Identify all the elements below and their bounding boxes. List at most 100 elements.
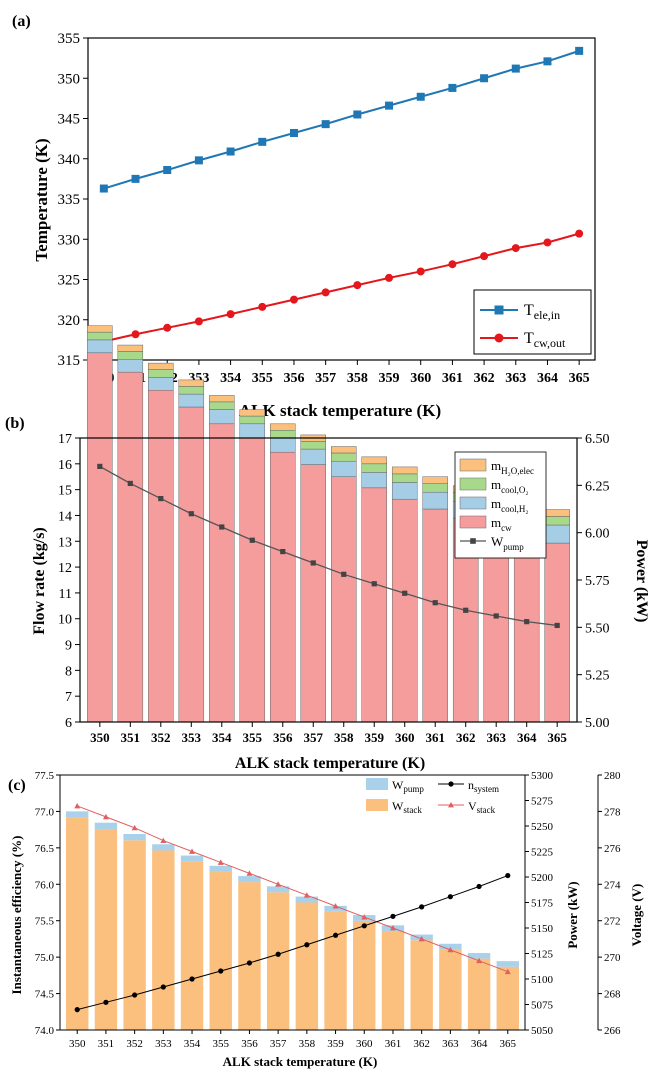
y-tick-label-b: 7 bbox=[65, 690, 72, 705]
y-tick-label-b: 10 bbox=[58, 613, 72, 628]
data-point-a-0 bbox=[194, 156, 203, 165]
data-point-b-wpump bbox=[463, 607, 469, 613]
chart-a: 3153203253303353403453503553503513523533… bbox=[32, 31, 596, 420]
data-point-a-0 bbox=[575, 46, 584, 55]
x-tick-label-b: 354 bbox=[212, 730, 232, 745]
series-line-c-vstack bbox=[77, 805, 508, 973]
data-point-a-1 bbox=[448, 260, 457, 269]
bar-segment-b-0 bbox=[513, 535, 540, 723]
bar-segment-b-2 bbox=[209, 401, 235, 410]
bar-segment-b-0 bbox=[178, 406, 205, 723]
legend-marker-a bbox=[494, 333, 504, 343]
bar-segment-b-2 bbox=[361, 463, 387, 473]
data-point-c-vstack bbox=[275, 881, 282, 887]
legend-swatch-c-wpump bbox=[366, 778, 388, 790]
x-tick-label-a: 364 bbox=[537, 371, 558, 386]
legend-label-c: Vstack bbox=[468, 799, 496, 815]
y-tick-label-a: 335 bbox=[58, 192, 81, 208]
x-tick-label-c: 363 bbox=[442, 1038, 459, 1050]
legend-label-b: mcool,H₂ bbox=[491, 496, 529, 514]
x-tick-label-b: 356 bbox=[273, 730, 293, 745]
bar-segment-c-wpump bbox=[180, 855, 204, 862]
bar-segment-b-3 bbox=[148, 362, 174, 370]
legend-label-b: mcool,O₂ bbox=[491, 477, 529, 495]
legend-label-b: mcw bbox=[491, 515, 512, 533]
data-point-c-nsystem bbox=[275, 951, 281, 957]
x-tick-label-b: 352 bbox=[151, 730, 171, 745]
y-tick-label-c: 77.5 bbox=[35, 770, 55, 782]
x-tick-label-a: 362 bbox=[474, 371, 495, 386]
bar-segment-c-wpump bbox=[152, 844, 175, 851]
bar-segment-c-wstack bbox=[238, 882, 261, 1030]
y2-tick-label-c: 5225 bbox=[531, 847, 554, 859]
bar-segment-b-3 bbox=[422, 476, 448, 484]
bar-segment-c-wpump bbox=[123, 833, 146, 841]
data-point-c-nsystem bbox=[332, 932, 339, 938]
x-tick-label-c: 361 bbox=[385, 1038, 402, 1050]
data-point-b-wpump bbox=[432, 600, 438, 606]
bar-segment-b-3 bbox=[361, 456, 387, 465]
legend-swatch-b bbox=[459, 515, 487, 529]
bar-segment-b-1 bbox=[239, 423, 266, 439]
data-point-a-1 bbox=[543, 238, 552, 247]
data-point-b-wpump bbox=[341, 571, 347, 577]
bar-segment-b-1 bbox=[544, 524, 570, 544]
y3-tick-label-c: 276 bbox=[604, 843, 621, 855]
bar-segment-b-2 bbox=[87, 331, 113, 341]
bar-segment-b-3 bbox=[87, 325, 113, 333]
data-point-a-1 bbox=[385, 273, 394, 282]
bar-segment-c-wstack bbox=[410, 940, 433, 1030]
legend-label-a: Tcw,out bbox=[524, 330, 566, 350]
series-line-c-nsystem bbox=[77, 875, 508, 1011]
legend-label-b: mH₂O,elec bbox=[491, 458, 534, 476]
chart-b-xlabel: ALK stack temperature (K) bbox=[235, 755, 425, 772]
data-point-c-vstack bbox=[246, 870, 253, 876]
bar-segment-c-wpump bbox=[439, 943, 462, 950]
y-tick-label-b: 12 bbox=[58, 561, 72, 576]
y2-tick-label-c: 5075 bbox=[531, 1000, 554, 1012]
bar-segment-b-3 bbox=[117, 344, 144, 352]
bar-segment-c-wpump bbox=[324, 905, 347, 912]
y-tick-label-b: 6 bbox=[65, 716, 72, 731]
data-point-c-nsystem bbox=[74, 1007, 80, 1013]
data-point-c-nsystem bbox=[132, 992, 138, 998]
data-point-c-vstack bbox=[332, 903, 339, 909]
y3-tick-label-c: 270 bbox=[604, 952, 621, 964]
data-point-c-vstack bbox=[504, 968, 511, 975]
x-tick-label-c: 357 bbox=[270, 1038, 287, 1050]
x-tick-label-c: 358 bbox=[299, 1038, 316, 1050]
series-line-a-0 bbox=[103, 49, 580, 190]
chart-c: 74.0 74.5 75.0 75.5 76.0 76.5 77.0 77.5 5050 5075… bbox=[9, 770, 644, 1069]
x-tick-label-b: 365 bbox=[547, 730, 567, 745]
bar-segment-c-wpump bbox=[266, 886, 290, 893]
data-point-a-1 bbox=[575, 229, 584, 238]
data-point-a-1 bbox=[321, 288, 330, 297]
bar-segment-b-0 bbox=[270, 451, 296, 723]
x-tick-label-c: 364 bbox=[471, 1038, 488, 1050]
bar-segment-b-3 bbox=[270, 423, 296, 431]
bar-segment-c-wstack bbox=[295, 902, 319, 1030]
bar-segment-b-0 bbox=[544, 542, 570, 723]
data-point-c-vstack bbox=[74, 802, 81, 809]
y-tick-label-a: 355 bbox=[58, 31, 81, 47]
legend-swatch-b bbox=[459, 496, 487, 510]
data-point-a-1 bbox=[353, 281, 362, 290]
data-point-b-wpump bbox=[188, 511, 194, 517]
bar-segment-b-2 bbox=[148, 369, 174, 378]
y2-tick-label-b: 6.00 bbox=[585, 527, 610, 542]
x-tick-label-b: 361 bbox=[425, 730, 445, 745]
data-point-a-0 bbox=[131, 174, 140, 183]
bar-segment-b-0 bbox=[422, 508, 448, 723]
bar-segment-b-2 bbox=[117, 351, 144, 360]
data-point-c-vstack bbox=[476, 957, 483, 964]
bar-segment-b-0 bbox=[148, 389, 174, 723]
y-tick-label-b: 9 bbox=[65, 639, 72, 654]
series-line-b-wpump bbox=[99, 465, 558, 627]
data-point-a-1 bbox=[289, 295, 298, 304]
legend-swatch-b bbox=[459, 458, 487, 472]
x-tick-label-b: 364 bbox=[517, 730, 537, 745]
bar-segment-c-wstack bbox=[209, 871, 232, 1030]
bar-segment-b-0 bbox=[330, 476, 357, 723]
y2-tick-label-c: 5150 bbox=[531, 923, 554, 935]
chart-b-plot: 6 7 8 9 10 11 12 13 14 15 16 17 5.00 5.25 5.50 5.75 6.00… bbox=[58, 325, 610, 745]
